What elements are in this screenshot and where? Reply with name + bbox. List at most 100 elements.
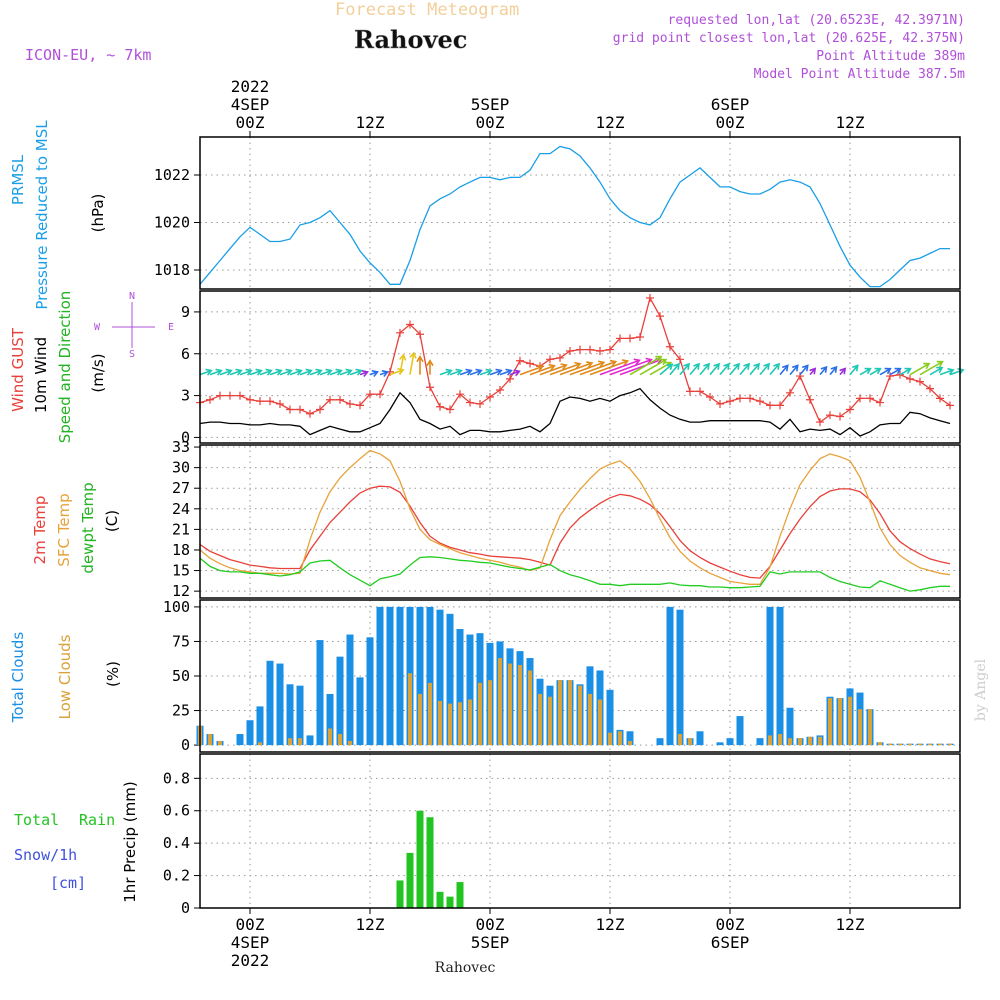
- gust-marker: [946, 401, 954, 410]
- requested-coords: requested lon,lat (20.6523E, 42.3971N): [668, 13, 965, 28]
- gust-marker: [926, 384, 934, 393]
- clouds-bar-low-clouds: [828, 698, 832, 746]
- cloud-labels: Total Clouds Low Clouds (%): [9, 632, 122, 724]
- clouds-bar-total-clouds: [356, 677, 364, 746]
- wind-series-wind-gust: [199, 296, 951, 424]
- clouds-bar-low-clouds: [518, 664, 522, 746]
- wind-arrow-shaft: [719, 363, 730, 376]
- gust-marker: [556, 353, 564, 362]
- gust-marker: [336, 395, 344, 404]
- wind-arrow-shaft: [439, 369, 452, 376]
- wind-arrow-shaft: [889, 367, 901, 376]
- precip-bar-total-rain: [456, 882, 464, 908]
- clouds-bar-total-clouds: [436, 609, 444, 746]
- bottom-year-label: 2022: [231, 951, 270, 970]
- wind-arrow-shaft: [859, 367, 871, 376]
- wind-arrow-shaft: [929, 366, 943, 376]
- gust-marker: [266, 397, 274, 406]
- wind-arrow-head: [664, 361, 673, 369]
- wind-arrow-head: [753, 362, 760, 370]
- label-wind-gust: Wind GUST: [9, 327, 27, 412]
- wind-arrow-shaft: [259, 369, 272, 376]
- wind-arrow: [329, 368, 343, 376]
- wind-arrow-head: [904, 367, 912, 375]
- clouds-bar-total-clouds: [446, 613, 454, 746]
- precip-frame: [199, 753, 961, 909]
- wind-arrow-head: [345, 368, 353, 376]
- wind-arrow-head: [609, 359, 618, 367]
- compass-rose: N S W E: [94, 291, 174, 360]
- bottom-date-label: 5SEP: [471, 933, 510, 952]
- precip-ytick-label: 0.4: [163, 834, 190, 852]
- wind-arrow-shaft: [749, 363, 760, 376]
- label-low-clouds: Low Clouds: [56, 634, 74, 719]
- wind-arrow: [919, 360, 944, 376]
- clouds-bar-total-clouds: [606, 689, 614, 746]
- gust-marker: [836, 412, 844, 421]
- clouds-bar-low-clouds: [548, 696, 552, 746]
- pressure-panel: 1018 1020 1022: [154, 136, 961, 290]
- wind-arrow-head: [947, 367, 955, 375]
- clouds-bar-low-clouds: [488, 680, 492, 746]
- clouds-bar-low-clouds: [928, 743, 932, 746]
- gust-marker: [766, 401, 774, 410]
- wind-arrow-head: [399, 353, 407, 361]
- wind-arrow-head: [791, 364, 799, 372]
- wind-arrow-head: [574, 361, 582, 369]
- wind-arrow: [339, 368, 353, 376]
- gust-marker: [576, 345, 584, 354]
- wind-arrow-head: [315, 368, 323, 376]
- wind-series-10m-wind: [199, 387, 951, 437]
- clouds-bar-total-clouds: [316, 640, 324, 746]
- wind-arrow-shaft: [699, 363, 710, 376]
- gust-marker: [456, 390, 464, 399]
- gust-marker: [436, 402, 444, 411]
- clouds-bar-low-clouds: [798, 738, 802, 746]
- wind-arrow-head: [305, 368, 313, 376]
- clouds-bar-total-clouds: [466, 634, 474, 746]
- gust-marker: [546, 355, 554, 364]
- bottom-hour-label: 12Z: [836, 915, 865, 934]
- gust-marker: [216, 391, 224, 400]
- watermark: by Angel: [973, 658, 989, 721]
- wind-arrow: [399, 353, 407, 375]
- wind-arrow-head: [655, 355, 663, 363]
- wind-arrow: [199, 368, 213, 376]
- precip-bar-total-rain: [406, 852, 414, 908]
- gust-marker: [706, 392, 714, 401]
- clouds-bar-low-clouds: [568, 680, 572, 746]
- clouds-bar-low-clouds: [938, 743, 942, 746]
- wind-arrow: [469, 368, 483, 376]
- gust-marker: [476, 399, 484, 408]
- clouds-bar-low-clouds: [418, 693, 422, 746]
- temperature-ytick-label: 33: [172, 438, 190, 456]
- wind-arrow-shaft: [489, 369, 502, 376]
- compass-w: W: [94, 322, 101, 333]
- clouds-ytick-label: 75: [172, 632, 190, 650]
- compass-s: S: [129, 349, 135, 360]
- wind-arrow: [599, 358, 641, 376]
- clouds-bar-total-clouds: [666, 606, 674, 746]
- wind-arrow-head: [645, 357, 653, 365]
- wind-arrow: [739, 362, 750, 376]
- clouds-bar-total-clouds: [276, 663, 284, 746]
- gust-marker: [686, 387, 694, 396]
- wind-arrow: [549, 361, 582, 376]
- clouds-bar-total-clouds: [346, 634, 354, 746]
- plots: 1018102010220369121518212427303302550751…: [154, 77, 965, 970]
- wind-arrow: [489, 368, 503, 376]
- gust-marker: [396, 328, 404, 337]
- compass-e: E: [168, 322, 174, 333]
- precip-bar-total-rain: [416, 810, 424, 908]
- wind-arrow-shaft: [759, 363, 770, 376]
- location-title: Rahovec: [354, 25, 467, 54]
- wind-arrow-shaft: [269, 369, 282, 376]
- wind-arrow-shaft: [779, 364, 789, 376]
- wind-arrow-head: [923, 362, 931, 370]
- label-dewpt-temp: dewpt Temp: [79, 482, 97, 573]
- gust-marker: [736, 394, 744, 403]
- gust-marker: [486, 392, 494, 401]
- wind-arrow-shaft: [519, 365, 543, 376]
- wind-arrow-head: [713, 362, 720, 370]
- bottom-hour-label: 00Z: [716, 915, 745, 934]
